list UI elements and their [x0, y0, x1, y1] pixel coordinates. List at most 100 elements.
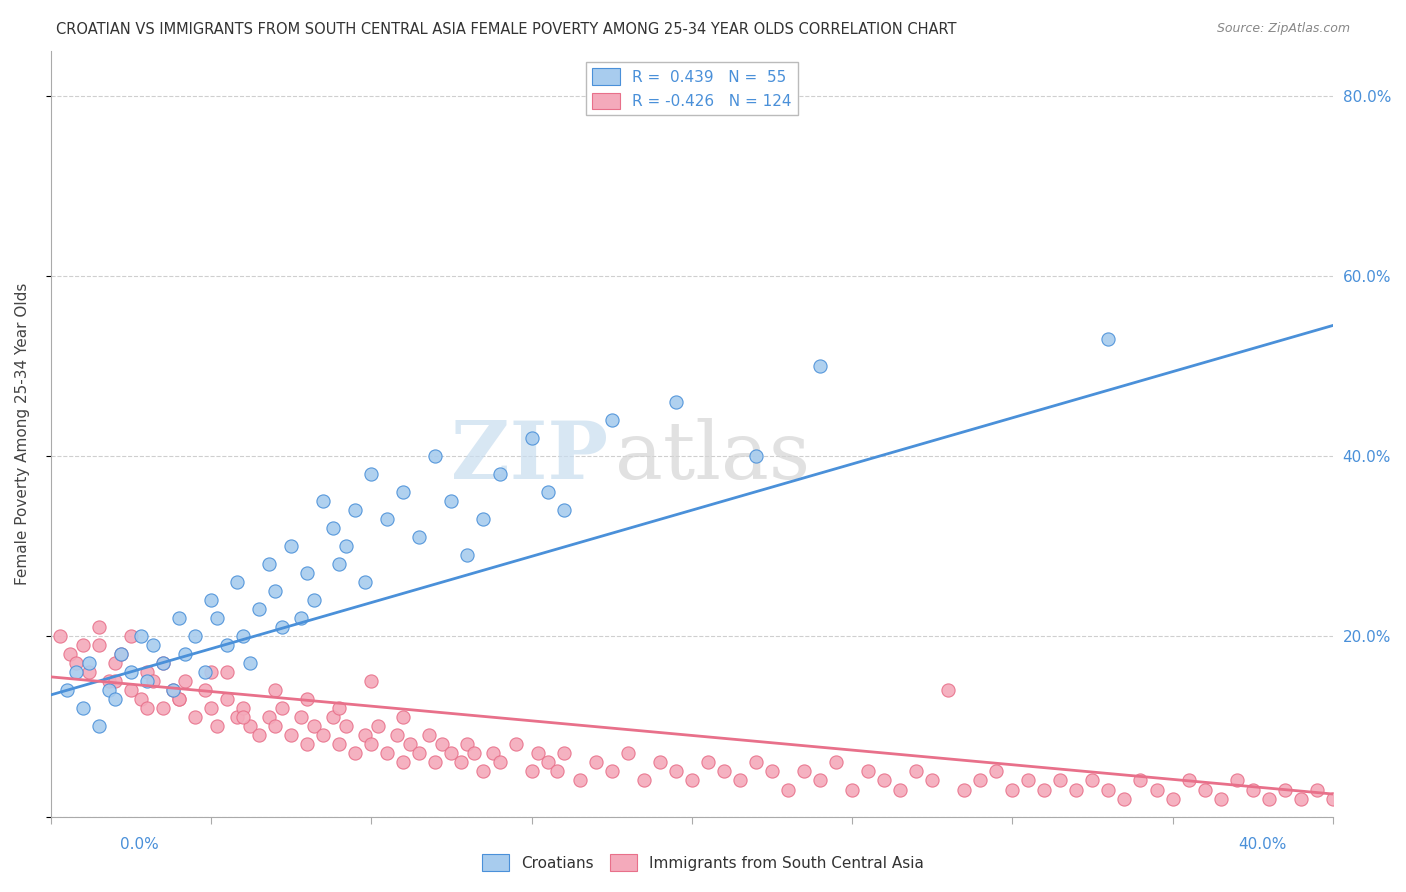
Point	[1146, 782, 1168, 797]
Point	[488, 467, 510, 482]
Point	[225, 575, 247, 590]
Point	[553, 747, 575, 761]
Point	[225, 710, 247, 724]
Point	[167, 692, 190, 706]
Point	[167, 692, 190, 706]
Point	[546, 764, 568, 779]
Point	[1097, 782, 1119, 797]
Text: CROATIAN VS IMMIGRANTS FROM SOUTH CENTRAL ASIA FEMALE POVERTY AMONG 25-34 YEAR O: CROATIAN VS IMMIGRANTS FROM SOUTH CENTRA…	[56, 22, 956, 37]
Point	[375, 747, 398, 761]
Point	[472, 764, 495, 779]
Point	[328, 701, 350, 715]
Point	[808, 359, 831, 373]
Point	[129, 692, 152, 706]
Point	[808, 773, 831, 788]
Point	[1049, 773, 1071, 788]
Point	[745, 756, 768, 770]
Point	[167, 611, 190, 625]
Point	[889, 782, 911, 797]
Point	[385, 728, 408, 742]
Point	[472, 512, 495, 526]
Point	[354, 728, 377, 742]
Point	[392, 756, 415, 770]
Point	[184, 710, 207, 724]
Point	[344, 747, 367, 761]
Point	[1129, 773, 1152, 788]
Point	[1322, 791, 1344, 805]
Point	[142, 638, 165, 652]
Point	[969, 773, 991, 788]
Point	[207, 719, 229, 733]
Point	[136, 674, 159, 689]
Point	[79, 665, 101, 680]
Point	[1114, 791, 1136, 805]
Point	[905, 764, 928, 779]
Point	[264, 719, 287, 733]
Point	[1017, 773, 1039, 788]
Point	[430, 738, 453, 752]
Point	[104, 657, 127, 671]
Point	[665, 395, 688, 409]
Point	[665, 764, 688, 779]
Point	[456, 738, 478, 752]
Point	[217, 638, 239, 652]
Point	[408, 747, 430, 761]
Point	[104, 692, 127, 706]
Point	[302, 719, 325, 733]
Point	[1209, 791, 1232, 805]
Point	[129, 629, 152, 643]
Point	[174, 674, 197, 689]
Point	[425, 756, 447, 770]
Point	[264, 683, 287, 698]
Point	[297, 738, 319, 752]
Point	[104, 674, 127, 689]
Point	[1097, 332, 1119, 346]
Point	[290, 710, 312, 724]
Point	[264, 584, 287, 599]
Point	[56, 683, 79, 698]
Point	[200, 701, 222, 715]
Point	[360, 467, 382, 482]
Point	[217, 665, 239, 680]
Point	[681, 773, 703, 788]
Point	[616, 747, 638, 761]
Point	[328, 738, 350, 752]
Point	[87, 719, 110, 733]
Point	[87, 620, 110, 634]
Point	[482, 747, 505, 761]
Point	[142, 674, 165, 689]
Point	[440, 494, 463, 508]
Point	[375, 512, 398, 526]
Point	[207, 611, 229, 625]
Point	[194, 683, 217, 698]
Point	[392, 710, 415, 724]
Point	[585, 756, 607, 770]
Point	[344, 503, 367, 517]
Point	[297, 692, 319, 706]
Point	[120, 683, 142, 698]
Point	[793, 764, 815, 779]
Point	[600, 413, 623, 427]
Point	[505, 738, 527, 752]
Point	[302, 593, 325, 607]
Point	[79, 657, 101, 671]
Point	[232, 710, 254, 724]
Point	[1274, 782, 1296, 797]
Point	[696, 756, 718, 770]
Point	[312, 494, 335, 508]
Point	[270, 620, 292, 634]
Point	[72, 638, 94, 652]
Point	[536, 485, 558, 500]
Point	[238, 719, 260, 733]
Legend: Croatians, Immigrants from South Central Asia: Croatians, Immigrants from South Central…	[475, 848, 931, 877]
Point	[1081, 773, 1104, 788]
Point	[936, 683, 959, 698]
Point	[194, 665, 217, 680]
Text: atlas: atlas	[614, 417, 810, 496]
Point	[280, 728, 302, 742]
Point	[1161, 791, 1184, 805]
Point	[825, 756, 848, 770]
Point	[152, 701, 174, 715]
Point	[65, 665, 87, 680]
Point	[360, 674, 382, 689]
